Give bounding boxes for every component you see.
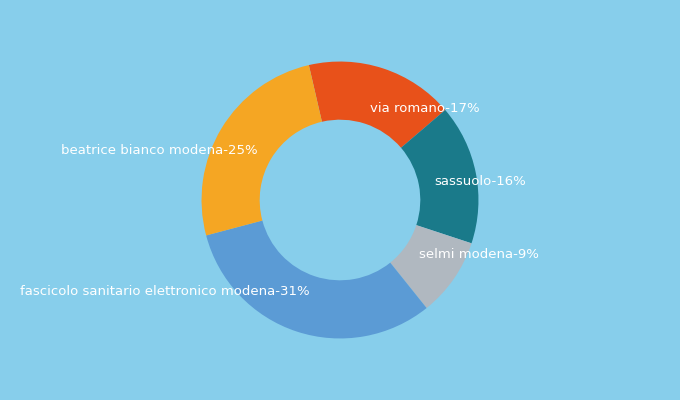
Wedge shape bbox=[206, 220, 426, 338]
Text: fascicolo sanitario elettronico modena-31%: fascicolo sanitario elettronico modena-3… bbox=[20, 285, 310, 298]
Text: sassuolo-16%: sassuolo-16% bbox=[435, 175, 526, 188]
Text: via romano-17%: via romano-17% bbox=[370, 102, 479, 115]
Wedge shape bbox=[309, 62, 445, 148]
Text: beatrice bianco modena-25%: beatrice bianco modena-25% bbox=[61, 144, 258, 157]
Wedge shape bbox=[401, 110, 479, 243]
Wedge shape bbox=[201, 65, 322, 236]
Text: selmi modena-9%: selmi modena-9% bbox=[419, 248, 539, 261]
Wedge shape bbox=[390, 225, 471, 308]
